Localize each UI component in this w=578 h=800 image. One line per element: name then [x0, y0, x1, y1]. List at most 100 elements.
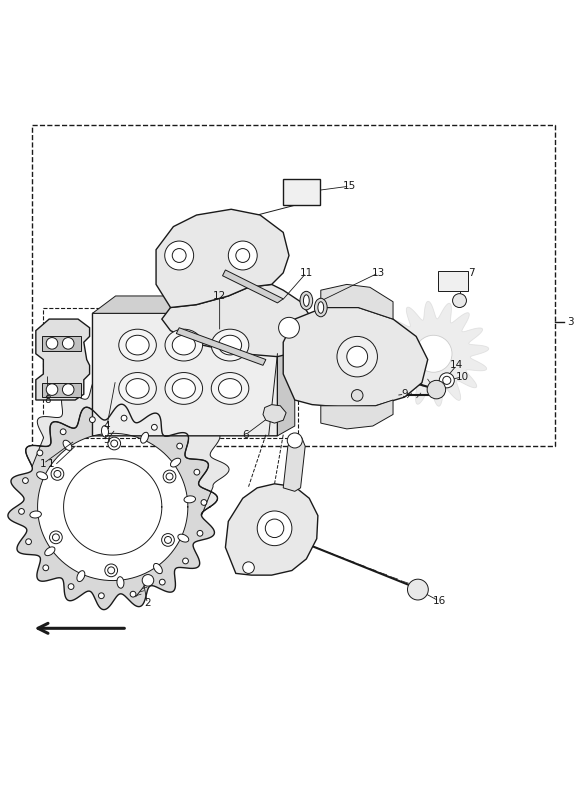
Polygon shape [162, 285, 312, 357]
Circle shape [25, 539, 31, 545]
Polygon shape [283, 438, 305, 491]
Circle shape [160, 579, 165, 585]
Bar [32, 126, 555, 446]
Circle shape [236, 249, 250, 262]
Circle shape [287, 433, 302, 448]
Circle shape [172, 249, 186, 262]
Polygon shape [263, 405, 286, 423]
Ellipse shape [300, 291, 313, 310]
Ellipse shape [77, 570, 85, 582]
Circle shape [151, 424, 157, 430]
Text: 7: 7 [468, 268, 475, 278]
Text: 3: 3 [568, 317, 574, 327]
Circle shape [197, 530, 203, 536]
Circle shape [142, 574, 154, 586]
Ellipse shape [303, 295, 309, 306]
Polygon shape [378, 302, 489, 406]
Text: 6: 6 [242, 430, 249, 440]
Polygon shape [223, 270, 283, 303]
Circle shape [53, 534, 60, 541]
Circle shape [46, 338, 58, 349]
Polygon shape [176, 328, 266, 366]
Circle shape [228, 241, 257, 270]
Circle shape [98, 593, 104, 598]
Circle shape [439, 373, 454, 388]
Circle shape [43, 565, 49, 570]
Polygon shape [42, 382, 81, 397]
Polygon shape [42, 337, 81, 351]
Circle shape [18, 509, 24, 514]
Text: 13: 13 [372, 268, 385, 278]
Ellipse shape [30, 511, 42, 518]
Ellipse shape [154, 563, 162, 574]
Circle shape [130, 591, 136, 597]
Polygon shape [36, 319, 90, 400]
Circle shape [279, 318, 299, 338]
Circle shape [443, 376, 451, 384]
Ellipse shape [212, 373, 249, 404]
Text: 10: 10 [456, 372, 469, 382]
Polygon shape [321, 400, 393, 429]
Circle shape [415, 335, 452, 372]
Ellipse shape [45, 547, 55, 556]
Circle shape [111, 440, 118, 447]
Ellipse shape [218, 335, 242, 355]
FancyBboxPatch shape [438, 270, 468, 291]
Ellipse shape [212, 329, 249, 361]
Circle shape [201, 499, 207, 506]
Ellipse shape [36, 472, 47, 480]
Text: 12: 12 [213, 291, 226, 301]
Text: partsrepublic: partsrepublic [222, 346, 333, 408]
Ellipse shape [165, 329, 203, 361]
Polygon shape [92, 314, 277, 436]
Circle shape [50, 531, 62, 544]
Circle shape [37, 450, 43, 456]
Polygon shape [321, 285, 393, 319]
Text: 2: 2 [144, 598, 151, 609]
Circle shape [165, 537, 172, 543]
Circle shape [427, 380, 446, 399]
Circle shape [23, 478, 28, 483]
Text: 9: 9 [401, 390, 408, 399]
Circle shape [60, 429, 66, 434]
Text: 14: 14 [450, 360, 463, 370]
Text: 4: 4 [103, 421, 110, 431]
Ellipse shape [184, 496, 195, 503]
Circle shape [257, 511, 292, 546]
Circle shape [166, 473, 173, 480]
Ellipse shape [126, 335, 149, 355]
Circle shape [105, 564, 117, 577]
Ellipse shape [172, 335, 195, 355]
Polygon shape [8, 404, 217, 610]
Text: 16: 16 [433, 596, 446, 606]
Polygon shape [283, 307, 428, 407]
Circle shape [337, 337, 377, 377]
Circle shape [68, 584, 74, 590]
Ellipse shape [178, 534, 189, 542]
Circle shape [163, 470, 176, 483]
Circle shape [165, 241, 194, 270]
Ellipse shape [63, 440, 72, 450]
Text: 1: 1 [47, 458, 54, 469]
Circle shape [183, 558, 188, 564]
Text: 15: 15 [343, 181, 356, 191]
Circle shape [62, 384, 74, 395]
Text: 5: 5 [103, 435, 110, 446]
FancyBboxPatch shape [283, 179, 320, 205]
Circle shape [46, 384, 58, 395]
Ellipse shape [119, 329, 156, 361]
Polygon shape [26, 375, 229, 516]
Ellipse shape [119, 373, 156, 404]
Ellipse shape [126, 378, 149, 398]
Polygon shape [92, 296, 277, 314]
Circle shape [194, 470, 200, 475]
Circle shape [265, 519, 284, 538]
Ellipse shape [172, 378, 195, 398]
Circle shape [54, 470, 61, 478]
Circle shape [351, 390, 363, 401]
Text: 8: 8 [45, 395, 51, 405]
Polygon shape [156, 210, 289, 307]
Bar [43, 307, 298, 438]
Ellipse shape [218, 378, 242, 398]
Circle shape [347, 346, 368, 367]
